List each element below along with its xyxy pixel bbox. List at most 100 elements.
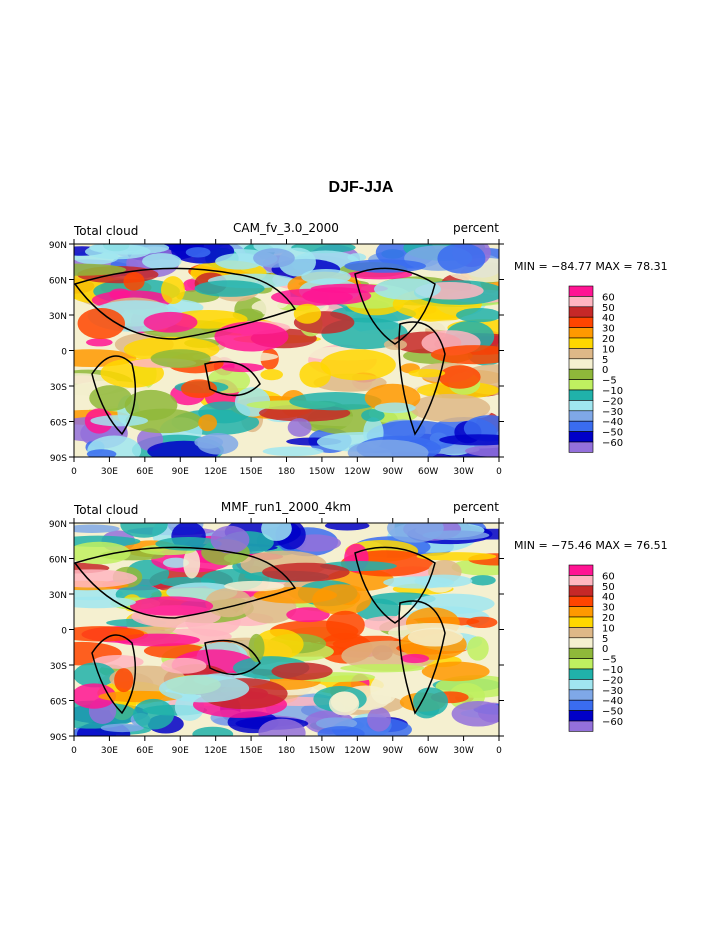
- field-blob: [85, 244, 151, 260]
- figure-title: DJF-JJA: [329, 179, 394, 196]
- field-blob: [400, 653, 430, 664]
- field-blob: [347, 253, 367, 262]
- lon-tick-label: 30E: [101, 746, 118, 756]
- field-blob: [210, 525, 250, 554]
- lat-tick-label: 30N: [49, 591, 67, 601]
- colorbar-label: 10: [602, 623, 615, 634]
- coastline: [398, 600, 446, 715]
- colorbar-box: [568, 720, 594, 732]
- field-blob: [224, 580, 285, 592]
- colorbar-box: [568, 658, 594, 670]
- colorbar-box: [568, 689, 594, 701]
- coastline: [354, 546, 436, 624]
- field-blob: [271, 662, 333, 681]
- lon-tick-label: 180: [278, 746, 295, 756]
- lat-tick-label: 60N: [49, 277, 67, 287]
- colorbar-label: 0: [602, 644, 608, 655]
- field-blob: [289, 392, 382, 411]
- colorbar-box: [568, 647, 594, 659]
- lon-tick-label: 60W: [418, 467, 438, 477]
- field-blob: [150, 349, 211, 368]
- field-blob: [261, 523, 292, 541]
- coastline: [204, 360, 261, 397]
- lon-tick-label: 90E: [172, 746, 189, 756]
- field-blob: [430, 345, 499, 365]
- colorbar-box: [568, 285, 594, 297]
- colorbar-box: [568, 389, 594, 401]
- lon-tick-label: 0: [71, 467, 77, 477]
- colorbar-label: −10: [602, 665, 623, 676]
- field-blob: [340, 663, 425, 673]
- field-blob: [248, 633, 265, 662]
- colorbar-box: [568, 585, 594, 597]
- lat-tick-label: 90N: [49, 241, 67, 251]
- lon-tick-label: 120E: [204, 746, 227, 756]
- colorbar-box: [568, 337, 594, 349]
- colorbar-label: 50: [602, 582, 615, 593]
- colorbar-box: [568, 668, 594, 680]
- field-blob: [221, 363, 265, 373]
- colorbar-box: [568, 327, 594, 339]
- lon-tick-label: 120W: [344, 746, 370, 756]
- field-blob: [301, 268, 351, 285]
- colorbar-box: [568, 699, 594, 711]
- field-blob: [373, 278, 441, 301]
- colorbar-box: [568, 710, 594, 722]
- coastline: [74, 267, 297, 340]
- colorbar-box: [568, 316, 594, 328]
- colorbar-label: −50: [602, 428, 623, 439]
- lat-tick-label: 30S: [50, 662, 67, 672]
- field-blob: [74, 524, 120, 533]
- colorbar-label: −50: [602, 707, 623, 718]
- colorbar-box: [568, 627, 594, 639]
- field-blob: [143, 311, 198, 333]
- colorbar-label: −10: [602, 386, 623, 397]
- field-blob: [194, 280, 265, 297]
- field-blob: [347, 439, 429, 457]
- field-blob: [163, 557, 189, 568]
- field-blob: [437, 244, 486, 274]
- field-blob: [215, 253, 264, 270]
- field-blob: [180, 379, 218, 398]
- field-blob: [439, 434, 499, 446]
- colorbar-label: 0: [602, 365, 608, 376]
- field-blob: [324, 523, 370, 531]
- colorbar-label: −20: [602, 675, 623, 686]
- field-blob: [158, 674, 250, 703]
- field-blob: [367, 707, 391, 732]
- colorbar-box: [568, 679, 594, 691]
- colorbar-box: [568, 606, 594, 618]
- field-blob: [412, 687, 449, 716]
- field-blob: [302, 287, 372, 305]
- field-blob: [74, 626, 145, 642]
- field-blob: [161, 276, 185, 305]
- field-blob: [98, 690, 183, 703]
- field-blob: [387, 523, 444, 543]
- colorbar-label: 20: [602, 613, 615, 624]
- field-blob: [410, 393, 491, 423]
- field-blob: [183, 548, 201, 579]
- lat-tick-label: 60S: [50, 419, 67, 429]
- colorbar-box: [568, 358, 594, 370]
- field-blob: [142, 253, 182, 270]
- field-blob: [416, 552, 497, 561]
- field-blob: [260, 369, 283, 381]
- field-blob: [370, 674, 398, 705]
- field-blob: [262, 562, 350, 582]
- colorbar-box: [568, 420, 594, 432]
- lon-tick-label: 60E: [136, 746, 153, 756]
- lat-tick-label: 30N: [49, 312, 67, 322]
- lon-tick-label: 120E: [204, 467, 227, 477]
- field-blob: [320, 349, 396, 381]
- colorbar-box: [568, 441, 594, 453]
- lon-tick-label: 150W: [309, 746, 335, 756]
- colorbar-label: 60: [602, 571, 615, 582]
- colorbar-box: [568, 379, 594, 391]
- field-blob: [185, 247, 211, 258]
- colorbar-box: [568, 296, 594, 308]
- lon-tick-label: 0: [71, 746, 77, 756]
- panel-center-label: CAM_fv_3.0_2000: [233, 221, 339, 235]
- colorbar-box: [568, 637, 594, 649]
- coastline: [354, 267, 436, 345]
